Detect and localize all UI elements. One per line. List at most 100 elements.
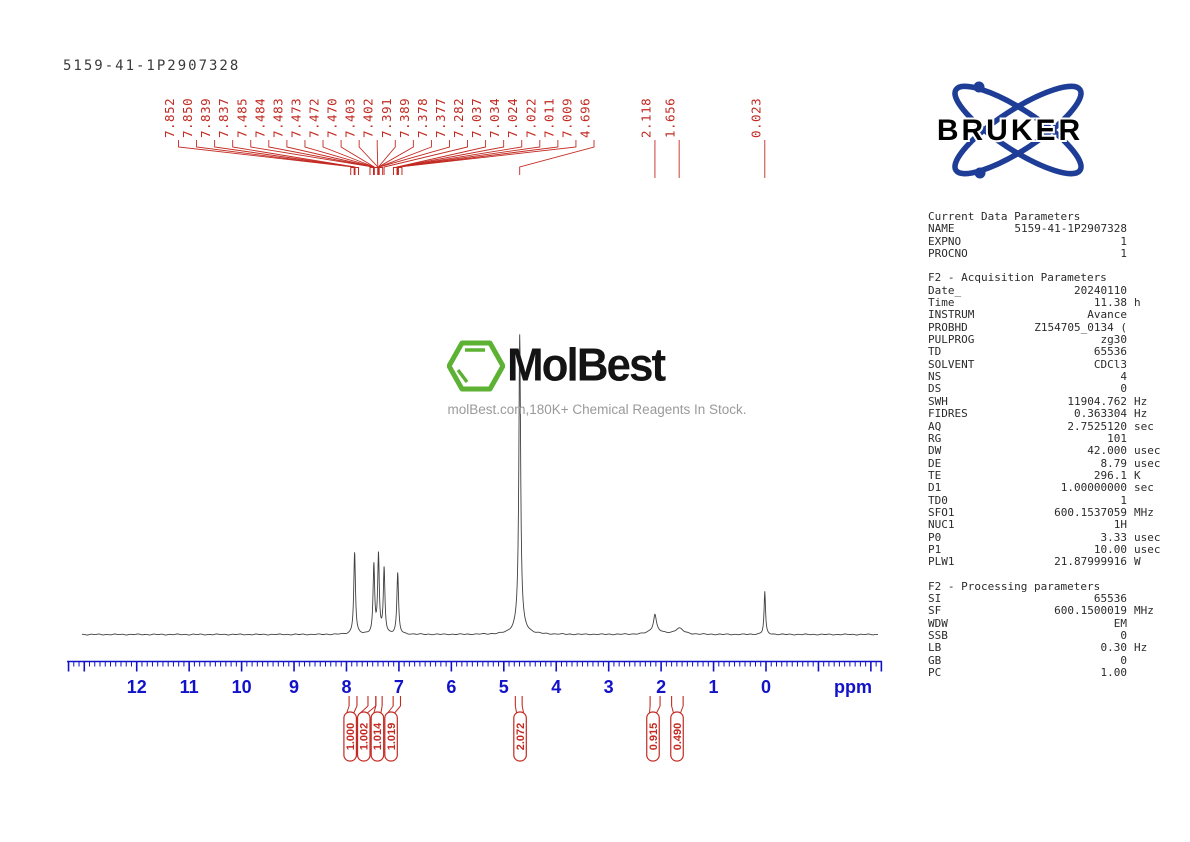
param-value: 1	[1120, 234, 1127, 248]
molbest-hexagon-icon	[447, 340, 505, 392]
param-value: 65536	[1093, 345, 1127, 359]
param-label: TE	[928, 468, 942, 482]
param-label: AQ	[928, 419, 942, 433]
param-value: 296.1	[1093, 468, 1127, 482]
peak-shift-label: 7.022	[523, 98, 538, 138]
peak-label-leader	[396, 140, 505, 175]
param-unit	[1127, 322, 1172, 334]
param-value: 0.363304	[1074, 407, 1127, 421]
axis-tick-label: 7	[394, 677, 404, 697]
spectrum-curve	[81, 334, 879, 636]
integral-box	[646, 711, 660, 762]
peak-label-leader	[378, 140, 450, 175]
param-row: RG 101	[928, 431, 1172, 445]
param-label: P1	[928, 542, 942, 556]
axis-tick-label: 1	[709, 677, 719, 697]
param-unit	[1127, 223, 1172, 235]
param-row: PROBHD Z154705_0134 (	[928, 321, 1172, 334]
integral-value-label: 0.490	[672, 723, 684, 751]
peak-shift-label: 7.850	[180, 98, 195, 138]
param-value: Avance	[1087, 308, 1127, 322]
axis-tick-label: 5	[499, 677, 509, 697]
param-unit: usec	[1134, 542, 1161, 556]
param-row: GB 0	[928, 653, 1172, 667]
peak-shift-label: 4.696	[578, 98, 593, 138]
peak-label-leader	[519, 140, 595, 175]
integral-value-label: 0.915	[648, 723, 660, 751]
param-unit: MHz	[1134, 505, 1154, 519]
param-unit	[1127, 383, 1172, 395]
param-value: CDCl3	[1093, 357, 1127, 371]
integral-funnel	[380, 705, 383, 714]
param-unit	[1127, 248, 1172, 260]
param-row: NAME 5159-41-1P2907328	[928, 222, 1172, 236]
integral-funnel	[671, 705, 674, 714]
peak-shift-label: 7.470	[325, 98, 340, 138]
param-row: DW 42.000 usec	[928, 444, 1172, 458]
param-unit	[1127, 236, 1172, 248]
param-unit: usec	[1134, 444, 1161, 458]
param-unit: h	[1134, 296, 1141, 310]
param-row: LB 0.30 Hz	[928, 641, 1172, 654]
integral-funnel	[353, 705, 358, 714]
param-label: SOLVENT	[928, 357, 975, 371]
param-value: 0	[1120, 653, 1127, 667]
integral-box	[384, 711, 398, 762]
param-row: SF 600.1500019 MHz	[928, 604, 1172, 617]
peak-shift-label: 7.485	[234, 98, 249, 138]
param-unit	[1127, 618, 1172, 630]
param-value: 65536	[1093, 591, 1127, 605]
param-unit: usec	[1134, 530, 1161, 544]
peak-shift-label: 7.282	[451, 98, 466, 138]
axis-tick-label: 9	[289, 677, 299, 697]
parameters-panel: Current Data Parameters NAME 5159-41-1P290…	[928, 210, 1172, 680]
param-unit: usec	[1134, 456, 1161, 470]
peak-shift-label: 7.391	[379, 98, 394, 138]
param-row: PULPROG zg30	[928, 333, 1172, 346]
param-label: DE	[928, 456, 942, 470]
param-label: INSTRUM	[928, 308, 975, 322]
param-unit: W	[1134, 555, 1141, 569]
param-label: SI	[928, 591, 942, 605]
integral-funnel	[680, 705, 684, 714]
peak-label-leader	[196, 140, 355, 175]
molbest-watermark: MolBest molBest.com,180K+ Chemical Reage…	[447, 336, 747, 431]
integral-value-label: 1.019	[386, 723, 398, 751]
param-value: 0	[1120, 629, 1127, 642]
integral-funnel	[346, 705, 350, 714]
param-row: SSB 0	[928, 629, 1172, 642]
peak-group-bracket	[369, 167, 384, 175]
param-label: NS	[928, 370, 942, 384]
integral-funnel	[656, 705, 661, 714]
param-label: NAME	[928, 222, 955, 236]
param-label: SSB	[928, 629, 948, 642]
peak-shift-label: 7.377	[433, 98, 448, 138]
axis-tick-label: 10	[232, 677, 252, 697]
integral-box	[670, 711, 684, 762]
param-value: 600.1537059	[1054, 505, 1127, 519]
param-label: WDW	[928, 616, 948, 630]
param-unit: K	[1134, 468, 1141, 482]
peak-shift-label: 2.118	[638, 98, 653, 138]
param-row: EXPNO 1	[928, 234, 1172, 248]
param-label: PC	[928, 666, 942, 680]
peak-shift-label: 7.837	[216, 98, 231, 138]
param-unit	[1127, 655, 1172, 667]
param-value: 42.000	[1087, 444, 1127, 458]
param-row: Time 11.38 h	[928, 296, 1172, 310]
param-value: 5159-41-1P2907328	[1014, 222, 1127, 236]
integral-value-label: 1.000	[345, 723, 357, 751]
peak-label-leader	[376, 140, 379, 175]
param-label: RG	[928, 431, 942, 445]
peak-shift-label: 7.034	[487, 98, 502, 138]
integral-funnel	[394, 705, 401, 714]
param-label: GB	[928, 653, 942, 667]
peak-shift-label: 7.011	[541, 98, 556, 138]
peak-shift-label: 7.852	[162, 98, 177, 138]
param-label: Time	[928, 296, 955, 310]
param-value: 11.38	[1093, 296, 1127, 310]
integral-funnel	[366, 705, 377, 714]
param-row: DS 0	[928, 383, 1172, 396]
param-value: 1.00	[1100, 666, 1128, 680]
